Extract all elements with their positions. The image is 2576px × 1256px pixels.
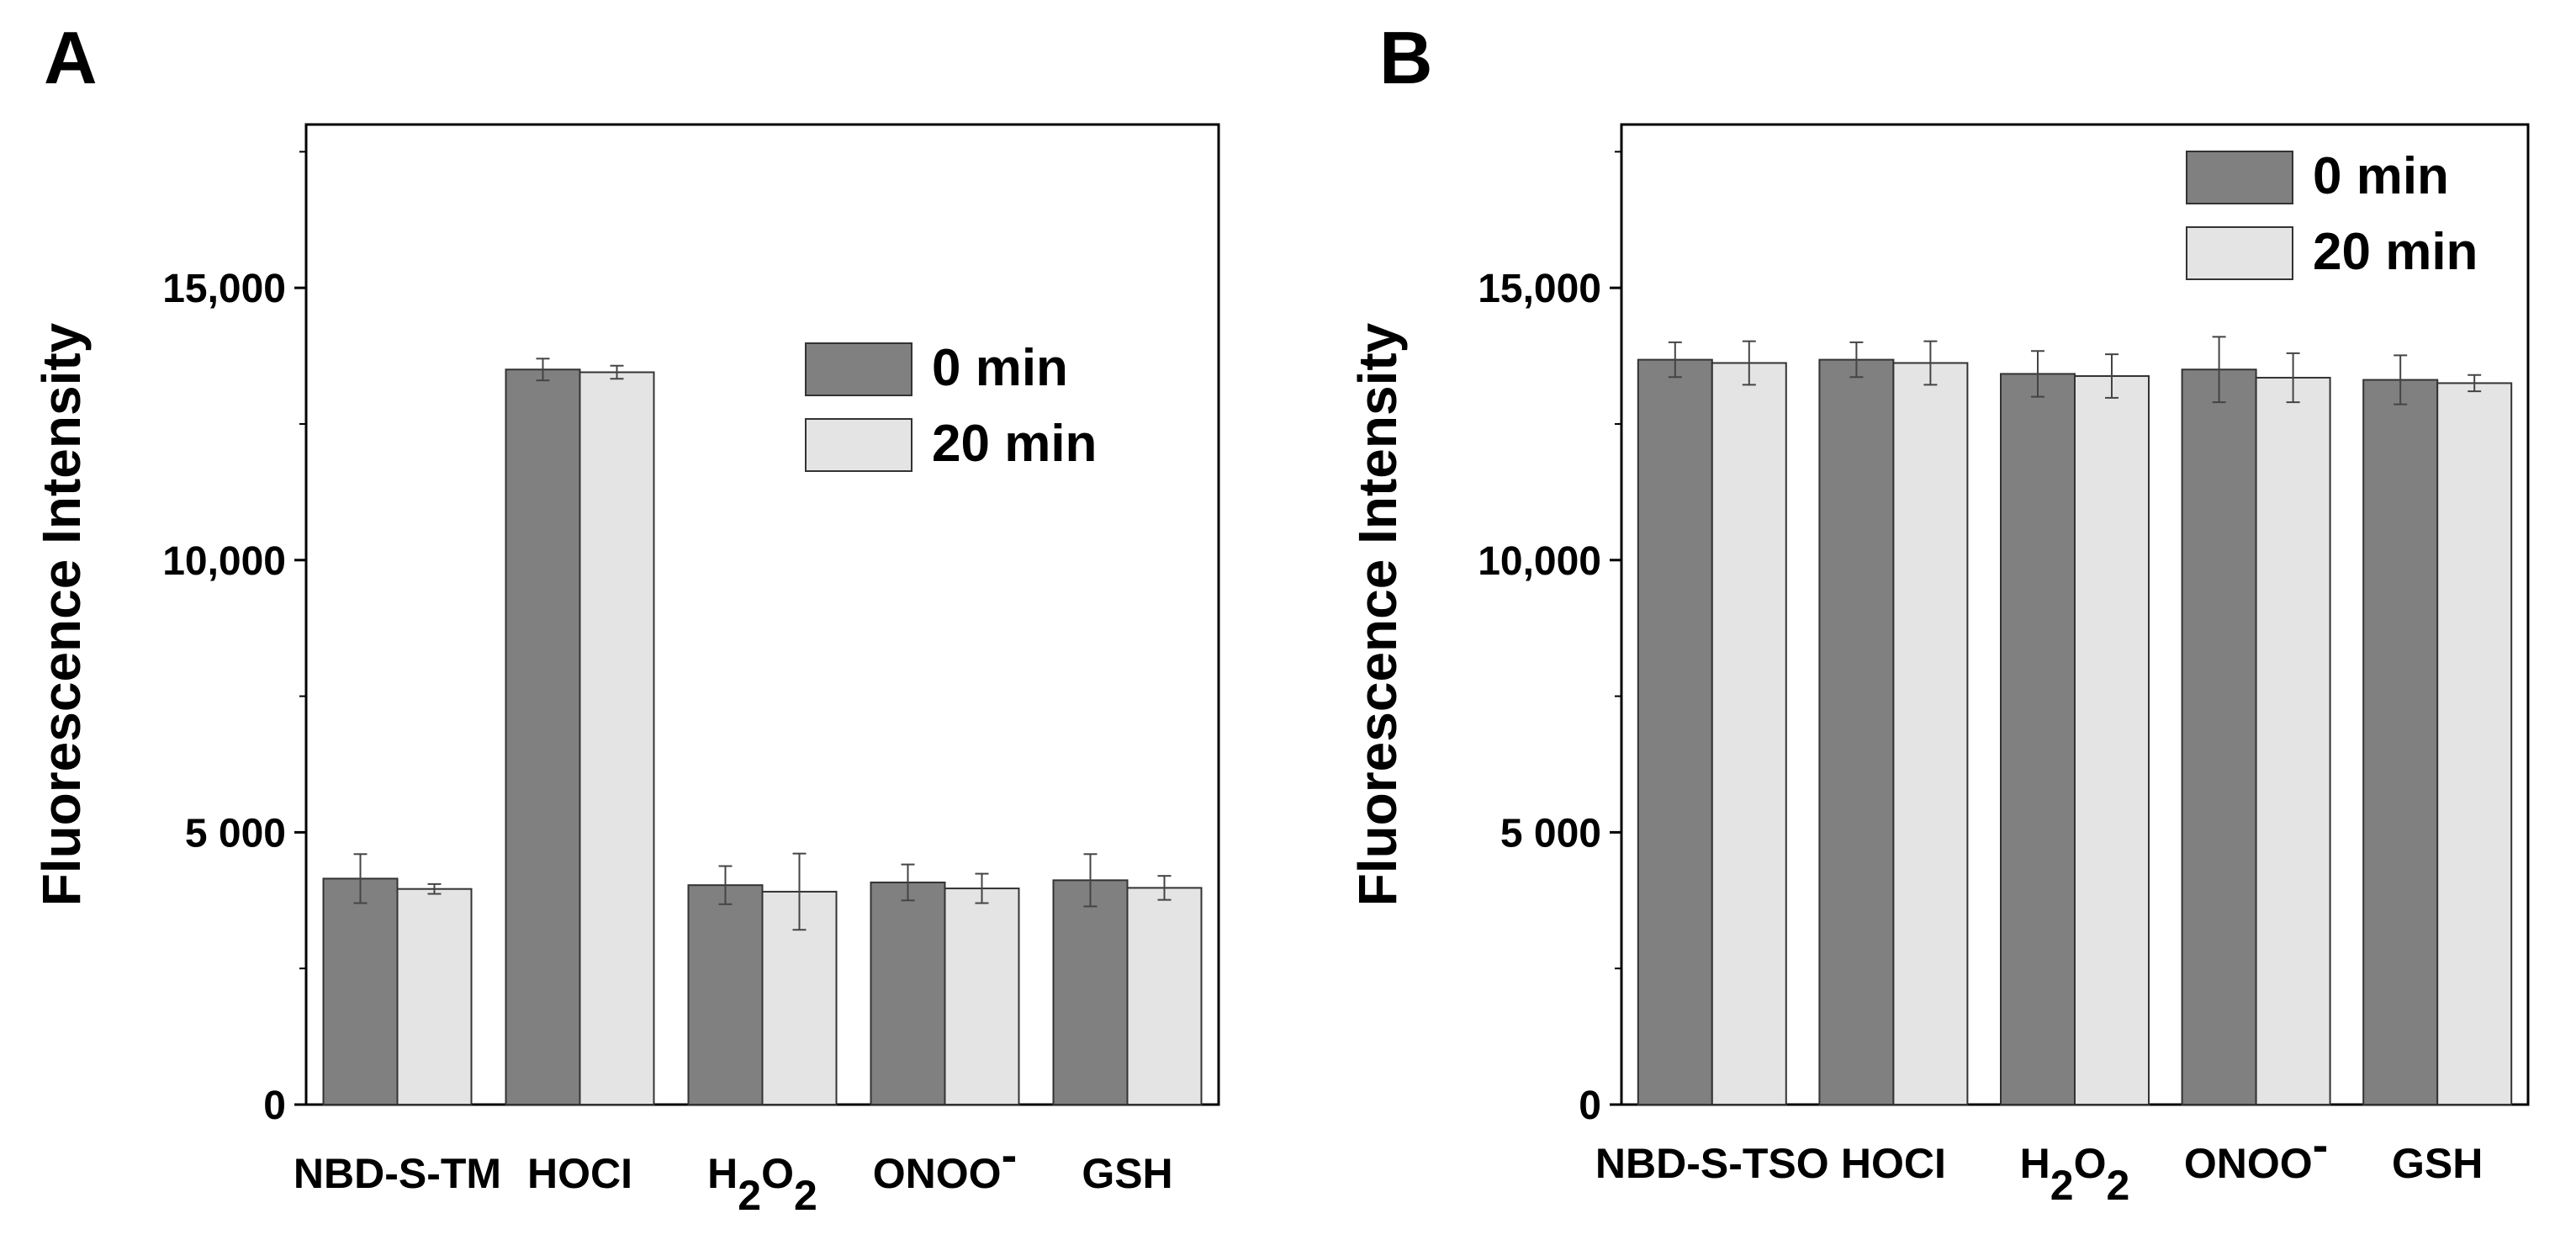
error-bar-1-1	[610, 364, 624, 380]
error-bar-0-0	[353, 853, 368, 904]
bar-20min-4	[2436, 382, 2513, 1105]
y-tick-label: 5 000	[1500, 811, 1601, 856]
panel-label-b: B	[1379, 16, 1433, 99]
bar-0min-2	[2000, 373, 2076, 1105]
category-label-3: ONOO-	[873, 1128, 1017, 1197]
y-tick-label: 0	[1579, 1084, 1601, 1128]
category-group-4	[2362, 354, 2513, 1105]
bar-20min-1	[579, 371, 655, 1106]
bar-20min-1	[1892, 362, 1969, 1105]
legend-label-1: 20 min	[932, 415, 1097, 473]
y-tick-label: 15,000	[162, 267, 286, 311]
legend-label-0: 0 min	[932, 339, 1068, 397]
category-group-2	[2000, 350, 2150, 1105]
chart-panel-b: B 0 5 000 10,000 15,000 Fluorescence Intensi…	[1295, 0, 2576, 1256]
error-bar-0-3	[901, 863, 915, 902]
error-bar-0-0	[1668, 341, 1682, 379]
bar-0min-4	[1052, 879, 1129, 1106]
error-bar-1-2	[2105, 353, 2118, 399]
y-tick-label: 5 000	[185, 811, 286, 856]
bar-0min-0	[322, 877, 399, 1106]
category-group-1	[1818, 340, 1969, 1106]
error-bar-1-2	[792, 852, 807, 931]
y-tick-label: 10,000	[162, 539, 286, 584]
error-bar-1-4	[1157, 875, 1172, 901]
bar-0min-2	[687, 884, 764, 1105]
error-bar-0-3	[2212, 336, 2226, 404]
category-group-3	[870, 863, 1020, 1106]
error-bar-1-4	[2468, 374, 2482, 393]
bar-20min-2	[2074, 375, 2150, 1105]
category-label-0: NBD-S-TM	[294, 1150, 501, 1197]
legend-label-0: 0 min	[2313, 147, 2449, 205]
category-group-0	[322, 853, 473, 1106]
error-bar-1-1	[1923, 340, 1938, 386]
category-group-0	[1637, 340, 1787, 1106]
category-label-3: ONOO-	[2184, 1118, 2328, 1187]
error-bar-0-4	[1083, 853, 1098, 908]
error-bar-0-1	[536, 358, 550, 382]
bar-0min-1	[505, 368, 581, 1105]
category-label-4: GSH	[2392, 1140, 2483, 1187]
error-bar-1-0	[427, 882, 442, 895]
error-bar-1-3	[2286, 352, 2300, 404]
bar-0min-3	[2181, 368, 2257, 1105]
category-label-4: GSH	[1082, 1150, 1172, 1197]
legend-swatch-0	[2186, 151, 2293, 204]
y-tick-label: 10,000	[1478, 539, 1601, 584]
panel-label-a: A	[44, 16, 98, 99]
error-bar-0-2	[2031, 350, 2044, 398]
bar-20min-0	[396, 888, 473, 1105]
category-label-2: H2O2	[2020, 1140, 2130, 1209]
y-axis-label: Fluorescence Intensity	[1347, 322, 1408, 906]
error-bar-1-3	[975, 872, 989, 904]
category-group-2	[687, 852, 838, 1106]
y-tick-label: 0	[263, 1084, 286, 1128]
category-label-1: HOCI	[527, 1150, 632, 1197]
legend-swatch-0	[805, 342, 912, 396]
legend-swatch-1	[2186, 226, 2293, 280]
legend: 0 min 20 min	[805, 339, 1097, 473]
chart-panel-a: A 0 5 000 10,000 15,000 Fluorescence Intensi…	[31, 16, 1220, 1219]
category-label-2: H2O2	[707, 1150, 817, 1219]
y-axis-label: Fluorescence Intensity	[31, 322, 92, 906]
category-label-1: HOCI	[1841, 1140, 1946, 1187]
error-bar-0-4	[2394, 354, 2408, 405]
bar-0min-1	[1818, 358, 1895, 1106]
category-group-1	[505, 358, 655, 1106]
y-tick-label: 15,000	[1478, 267, 1601, 311]
error-bar-0-2	[718, 865, 733, 905]
category-group-3	[2181, 336, 2331, 1106]
category-label-0: NBD-S-TSO	[1595, 1140, 1829, 1187]
bar-0min-3	[870, 881, 946, 1106]
bar-0min-4	[2362, 379, 2439, 1105]
error-bar-1-0	[1742, 340, 1756, 386]
legend-swatch-1	[805, 418, 912, 472]
bar-chart-a: 0 5 000 10,000 15,000 Fluorescence Intensity…	[31, 123, 1220, 1219]
bar-20min-3	[2255, 376, 2331, 1106]
legend: 0 min 20 min	[2186, 147, 2478, 281]
bar-20min-0	[1711, 362, 1787, 1105]
bar-20min-3	[944, 888, 1020, 1105]
error-bar-0-1	[1849, 341, 1864, 379]
bar-20min-4	[1126, 887, 1203, 1105]
bar-0min-0	[1637, 358, 1713, 1106]
legend-label-1: 20 min	[2313, 223, 2478, 281]
bar-chart-b: 0 5 000 10,000 15,000 Fluorescence Intensity…	[1347, 123, 2530, 1209]
category-group-4	[1052, 853, 1203, 1106]
